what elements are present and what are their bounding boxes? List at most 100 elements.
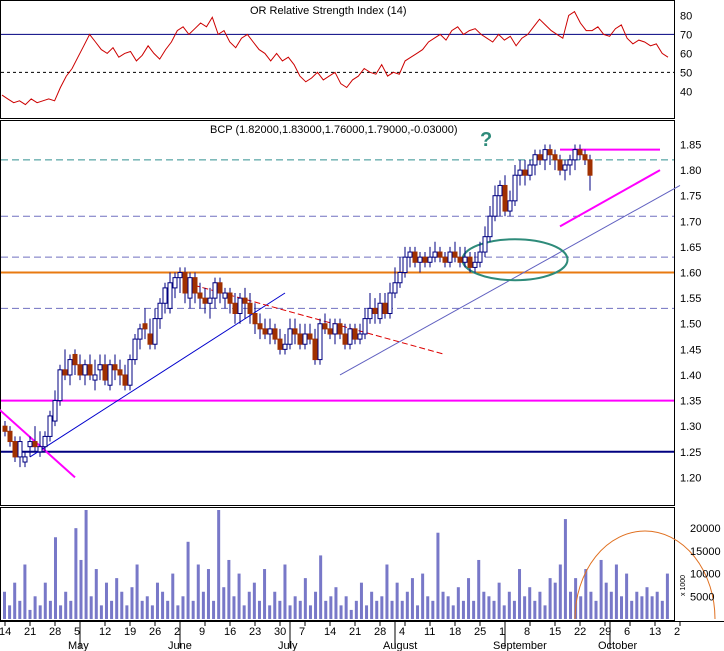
- axis-layer: 14 21 28 5 12 19 26 2 9 16 23 30 7 14 21 28 4 11 18 25 1 8 15 2…: [0, 621, 681, 651]
- volume-bar: [370, 591, 374, 619]
- candle-body: [257, 323, 263, 330]
- volume-bar: [421, 573, 425, 619]
- volume-bar: [120, 591, 124, 619]
- candle-body: [287, 328, 293, 345]
- x-tick-label: 29: [599, 626, 611, 638]
- candle-body: [242, 297, 248, 304]
- candle-body: [262, 328, 268, 335]
- month-label: May: [68, 640, 89, 651]
- volume-bar: [497, 582, 501, 619]
- volume-bar: [196, 564, 200, 619]
- volume-bar: [599, 559, 603, 619]
- volume-bar: [74, 528, 78, 619]
- price-y-tick-label: 1.25: [680, 447, 701, 459]
- candle-body: [282, 343, 288, 350]
- volume-bar: [405, 591, 409, 619]
- volume-bar: [543, 605, 547, 619]
- volume-bar: [217, 510, 221, 619]
- candle-body: [317, 323, 323, 361]
- volume-bar: [548, 578, 552, 619]
- volume-bar: [155, 582, 159, 619]
- volume-bar: [594, 600, 598, 619]
- candle-body: [202, 297, 208, 304]
- candle-body: [272, 328, 278, 340]
- candle-body: [497, 184, 503, 197]
- candle-body: [182, 272, 188, 294]
- volume-bar: [222, 587, 226, 619]
- x-tick-label: 16: [224, 626, 236, 638]
- volume-bar: [324, 600, 328, 619]
- month-label: July: [278, 640, 298, 651]
- candle-body: [312, 338, 318, 361]
- candle-body: [577, 149, 583, 156]
- candle-body: [347, 328, 353, 345]
- volume-bar: [385, 564, 389, 619]
- candle-body: [7, 430, 13, 443]
- volume-panel: [0, 507, 675, 621]
- x-tick-label: 4: [399, 626, 405, 638]
- volume-bar: [533, 600, 537, 619]
- volume-bar: [630, 600, 634, 619]
- candle-body: [207, 297, 213, 304]
- volume-bar: [130, 587, 134, 619]
- candle-body: [122, 374, 128, 386]
- candle-body: [342, 333, 348, 345]
- volume-bar: [492, 600, 496, 619]
- candle-body: [322, 323, 328, 330]
- candle-body: [587, 159, 593, 176]
- x-tick-label: 30: [274, 626, 286, 638]
- candle-body: [222, 292, 228, 299]
- candle-body: [367, 307, 373, 320]
- candle-body: [427, 256, 433, 263]
- x-tick-label: 6: [624, 626, 630, 638]
- price-y-tick-label: 1.20: [680, 472, 701, 484]
- candle-body: [217, 282, 223, 294]
- volume-bar: [64, 591, 68, 619]
- candle-body: [152, 318, 158, 345]
- volume-y-tick-label: 5000: [690, 591, 714, 603]
- candle-body: [302, 333, 308, 345]
- volume-bar: [94, 569, 98, 619]
- volume-bar: [620, 596, 624, 619]
- candle-body: [247, 302, 253, 314]
- volume-bar: [268, 605, 272, 619]
- candle-body: [27, 441, 33, 448]
- x-tick-label: 14: [324, 626, 336, 638]
- x-tick-label: 23: [249, 626, 261, 638]
- volume-bar: [125, 605, 129, 619]
- volume-bar: [574, 578, 578, 619]
- volume-bar: [257, 600, 261, 619]
- month-label: October: [598, 640, 637, 651]
- volume-highlight-arc: [574, 530, 716, 620]
- x-tick-label: 13: [649, 626, 661, 638]
- volume-bar: [523, 596, 527, 619]
- volume-bar: [176, 605, 180, 619]
- volume-bar: [99, 605, 103, 619]
- volume-bar: [283, 564, 287, 619]
- x-tick-label: 2: [674, 626, 680, 638]
- volume-bar: [104, 582, 108, 619]
- volume-bar: [584, 569, 588, 619]
- volume-bar: [614, 564, 618, 619]
- trend-line: [559, 169, 661, 228]
- volume-bar: [349, 609, 353, 619]
- x-tick-label: 28: [374, 626, 386, 638]
- candle-body: [112, 364, 118, 371]
- volume-bar: [273, 591, 277, 619]
- volume-bar: [563, 519, 567, 619]
- candle-body: [167, 282, 173, 309]
- rsi-y-tick-label: 60: [680, 48, 692, 60]
- price-panel: [0, 120, 675, 506]
- price-y-tick-label: 1.85: [680, 139, 701, 151]
- candle-body: [57, 369, 63, 402]
- candle-body: [297, 333, 303, 345]
- volume-bar: [43, 582, 47, 619]
- volume-bar: [79, 559, 83, 619]
- x-tick-label: 5: [74, 626, 80, 638]
- candle-body: [507, 200, 513, 212]
- volume-bar: [227, 559, 231, 619]
- volume-bar: [431, 600, 435, 619]
- volume-y-tick-label: 10000: [690, 569, 721, 581]
- volume-bar: [115, 578, 119, 619]
